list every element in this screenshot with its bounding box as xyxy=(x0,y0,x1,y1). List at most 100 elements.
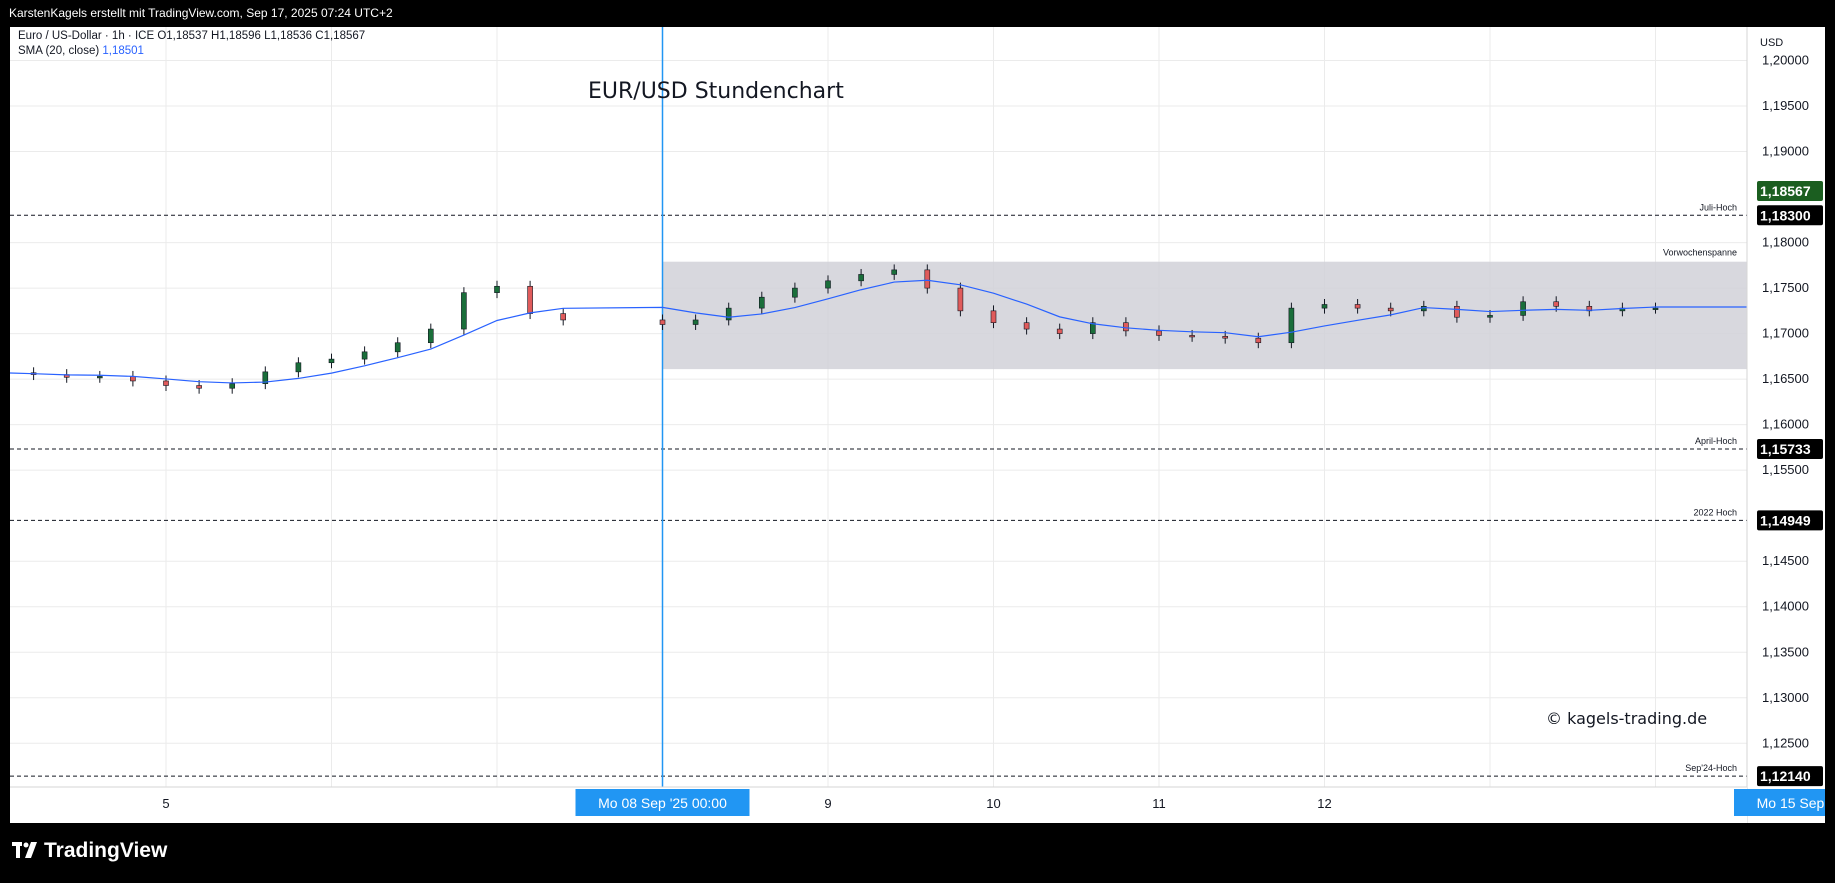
candle-body xyxy=(725,307,732,321)
y-tick-label: 1,15500 xyxy=(1762,462,1809,477)
ohlc-l: L1,18536 xyxy=(260,30,313,42)
candle-body xyxy=(1255,337,1262,344)
tradingview-logo-icon xyxy=(12,838,38,864)
candle-body xyxy=(527,285,533,314)
current-price-tag: 1,18567 xyxy=(1760,183,1811,199)
x-tick-label: 12 xyxy=(1317,796,1331,811)
y-tick-label: 1,17500 xyxy=(1762,280,1809,295)
candle-body xyxy=(97,376,103,379)
candle-body xyxy=(1454,306,1460,318)
y-tick-label: 1,18000 xyxy=(1762,235,1809,250)
candle-body xyxy=(361,351,368,360)
candle-body xyxy=(1023,322,1030,330)
y-tick-label: 1,16000 xyxy=(1762,417,1809,432)
candle-body xyxy=(1354,304,1361,309)
ohlc-values: O1,18537 H1,18596 L1,18536 C1,18567 xyxy=(157,30,365,42)
ohlc-h: H1,18596 xyxy=(207,30,261,42)
crosshair-date-label: Mo 15 Sep '25 00:00 xyxy=(1757,795,1825,811)
top-bar: KarstenKagels erstellt mit TradingView.c… xyxy=(0,0,1835,27)
plot-area xyxy=(10,27,1747,787)
current-price-tag-bg xyxy=(1757,180,1823,201)
candle-body xyxy=(1090,322,1096,334)
crosshair-date-label: Mo 08 Sep '25 00:00 xyxy=(598,795,727,811)
candle-body xyxy=(229,383,235,389)
candle-body xyxy=(1123,322,1129,332)
candle-body xyxy=(1520,301,1526,316)
bottom-bar xyxy=(0,823,1835,883)
y-tick-label: 1,14000 xyxy=(1762,599,1809,614)
chart-frame[interactable]: Vorwochenspanne Juli-Hoch April-Hoch 2022 H… xyxy=(10,27,1825,823)
sma-line xyxy=(10,279,1825,384)
candle-body xyxy=(1321,304,1328,309)
candle-body xyxy=(394,342,401,353)
x-tick-label: 10 xyxy=(986,796,1000,811)
price-chart[interactable]: Vorwochenspanne Juli-Hoch April-Hoch 2022 H… xyxy=(10,27,1825,823)
candle-body xyxy=(1553,301,1559,307)
y-tick-label: 1,14500 xyxy=(1762,553,1809,568)
level-price-tag: 1,15733 xyxy=(1760,441,1811,457)
tradingview-logo[interactable]: TradingView xyxy=(12,838,167,864)
candle-body xyxy=(163,380,169,386)
candle-body xyxy=(262,371,269,384)
tradingview-logo-text: TradingView xyxy=(44,839,168,862)
candle-body xyxy=(825,280,831,289)
level-price-tag: 1,12140 xyxy=(1760,768,1811,784)
header-text: KarstenKagels erstellt mit TradingView.c… xyxy=(9,6,393,20)
y-tick-label: 1,13000 xyxy=(1762,690,1809,705)
y-tick-label: 1,20000 xyxy=(1762,52,1809,67)
crosshair-date-bg xyxy=(1734,789,1825,816)
candle-body xyxy=(196,385,202,389)
y-tick-label: 1,17000 xyxy=(1762,326,1809,341)
candle-body xyxy=(1387,307,1394,312)
watermark: © kagels-trading.de xyxy=(1546,709,1708,728)
candle-body xyxy=(494,285,500,293)
sma-value: 1,18501 xyxy=(102,45,144,57)
level-price-tag: 1,14949 xyxy=(1760,512,1811,528)
candle-body xyxy=(1487,315,1493,318)
candle-body xyxy=(295,362,302,373)
symbol-name: Euro / US-Dollar · 1h · ICE xyxy=(18,30,155,42)
candle-body xyxy=(957,287,964,312)
y-tick-label: 1,13500 xyxy=(1762,644,1809,659)
candle-body xyxy=(990,310,997,323)
level-label: Sep'24-Hoch xyxy=(1685,763,1737,773)
candle-body xyxy=(659,319,666,325)
zone-label: Vorwochenspanne xyxy=(1663,248,1737,258)
x-tick-label: 5 xyxy=(162,796,169,811)
level-price-tag-bg xyxy=(1757,766,1823,787)
sma-label: SMA (20, close) xyxy=(18,45,100,57)
zone-rect xyxy=(662,261,1747,370)
time-axis xyxy=(10,787,1747,823)
x-tick-label: 11 xyxy=(1152,796,1166,811)
candle-body xyxy=(792,287,798,298)
y-tick-label: 1,19500 xyxy=(1762,98,1809,113)
candle-body xyxy=(461,292,467,330)
level-label: 2022 Hoch xyxy=(1693,507,1737,517)
level-price-tag: 1,18300 xyxy=(1760,207,1811,223)
y-tick-label: 1,19000 xyxy=(1762,144,1809,159)
candle-body xyxy=(1156,330,1162,336)
crosshair-date-bg xyxy=(575,789,750,816)
candle-body xyxy=(427,328,434,344)
level-label: Juli-Hoch xyxy=(1699,202,1737,212)
level-price-tag-bg xyxy=(1757,510,1823,531)
candle-body xyxy=(924,269,931,289)
candle-body xyxy=(692,319,699,325)
level-price-tag-bg xyxy=(1757,438,1823,459)
candle-body xyxy=(1056,328,1063,334)
y-tick-label: 1,12500 xyxy=(1762,735,1809,750)
candle-body xyxy=(1288,307,1295,344)
candle-body xyxy=(1652,307,1659,310)
chart-title: EUR/USD Stundenchart xyxy=(588,79,844,104)
sma-legend: SMA (20, close) 1,18501 xyxy=(18,45,144,57)
candle-body xyxy=(758,296,765,309)
candle-body xyxy=(1222,336,1228,339)
level-label: April-Hoch xyxy=(1695,436,1737,446)
y-tick-label: 1,16500 xyxy=(1762,371,1809,386)
currency-label: USD xyxy=(1760,37,1784,49)
level-price-tag-bg xyxy=(1757,205,1823,226)
candle-body xyxy=(891,269,898,275)
candle-body xyxy=(560,313,567,321)
symbol-legend: Euro / US-Dollar · 1h · ICE O1,18537 H1,… xyxy=(18,30,365,42)
ohlc-o: O1,18537 xyxy=(157,30,208,42)
